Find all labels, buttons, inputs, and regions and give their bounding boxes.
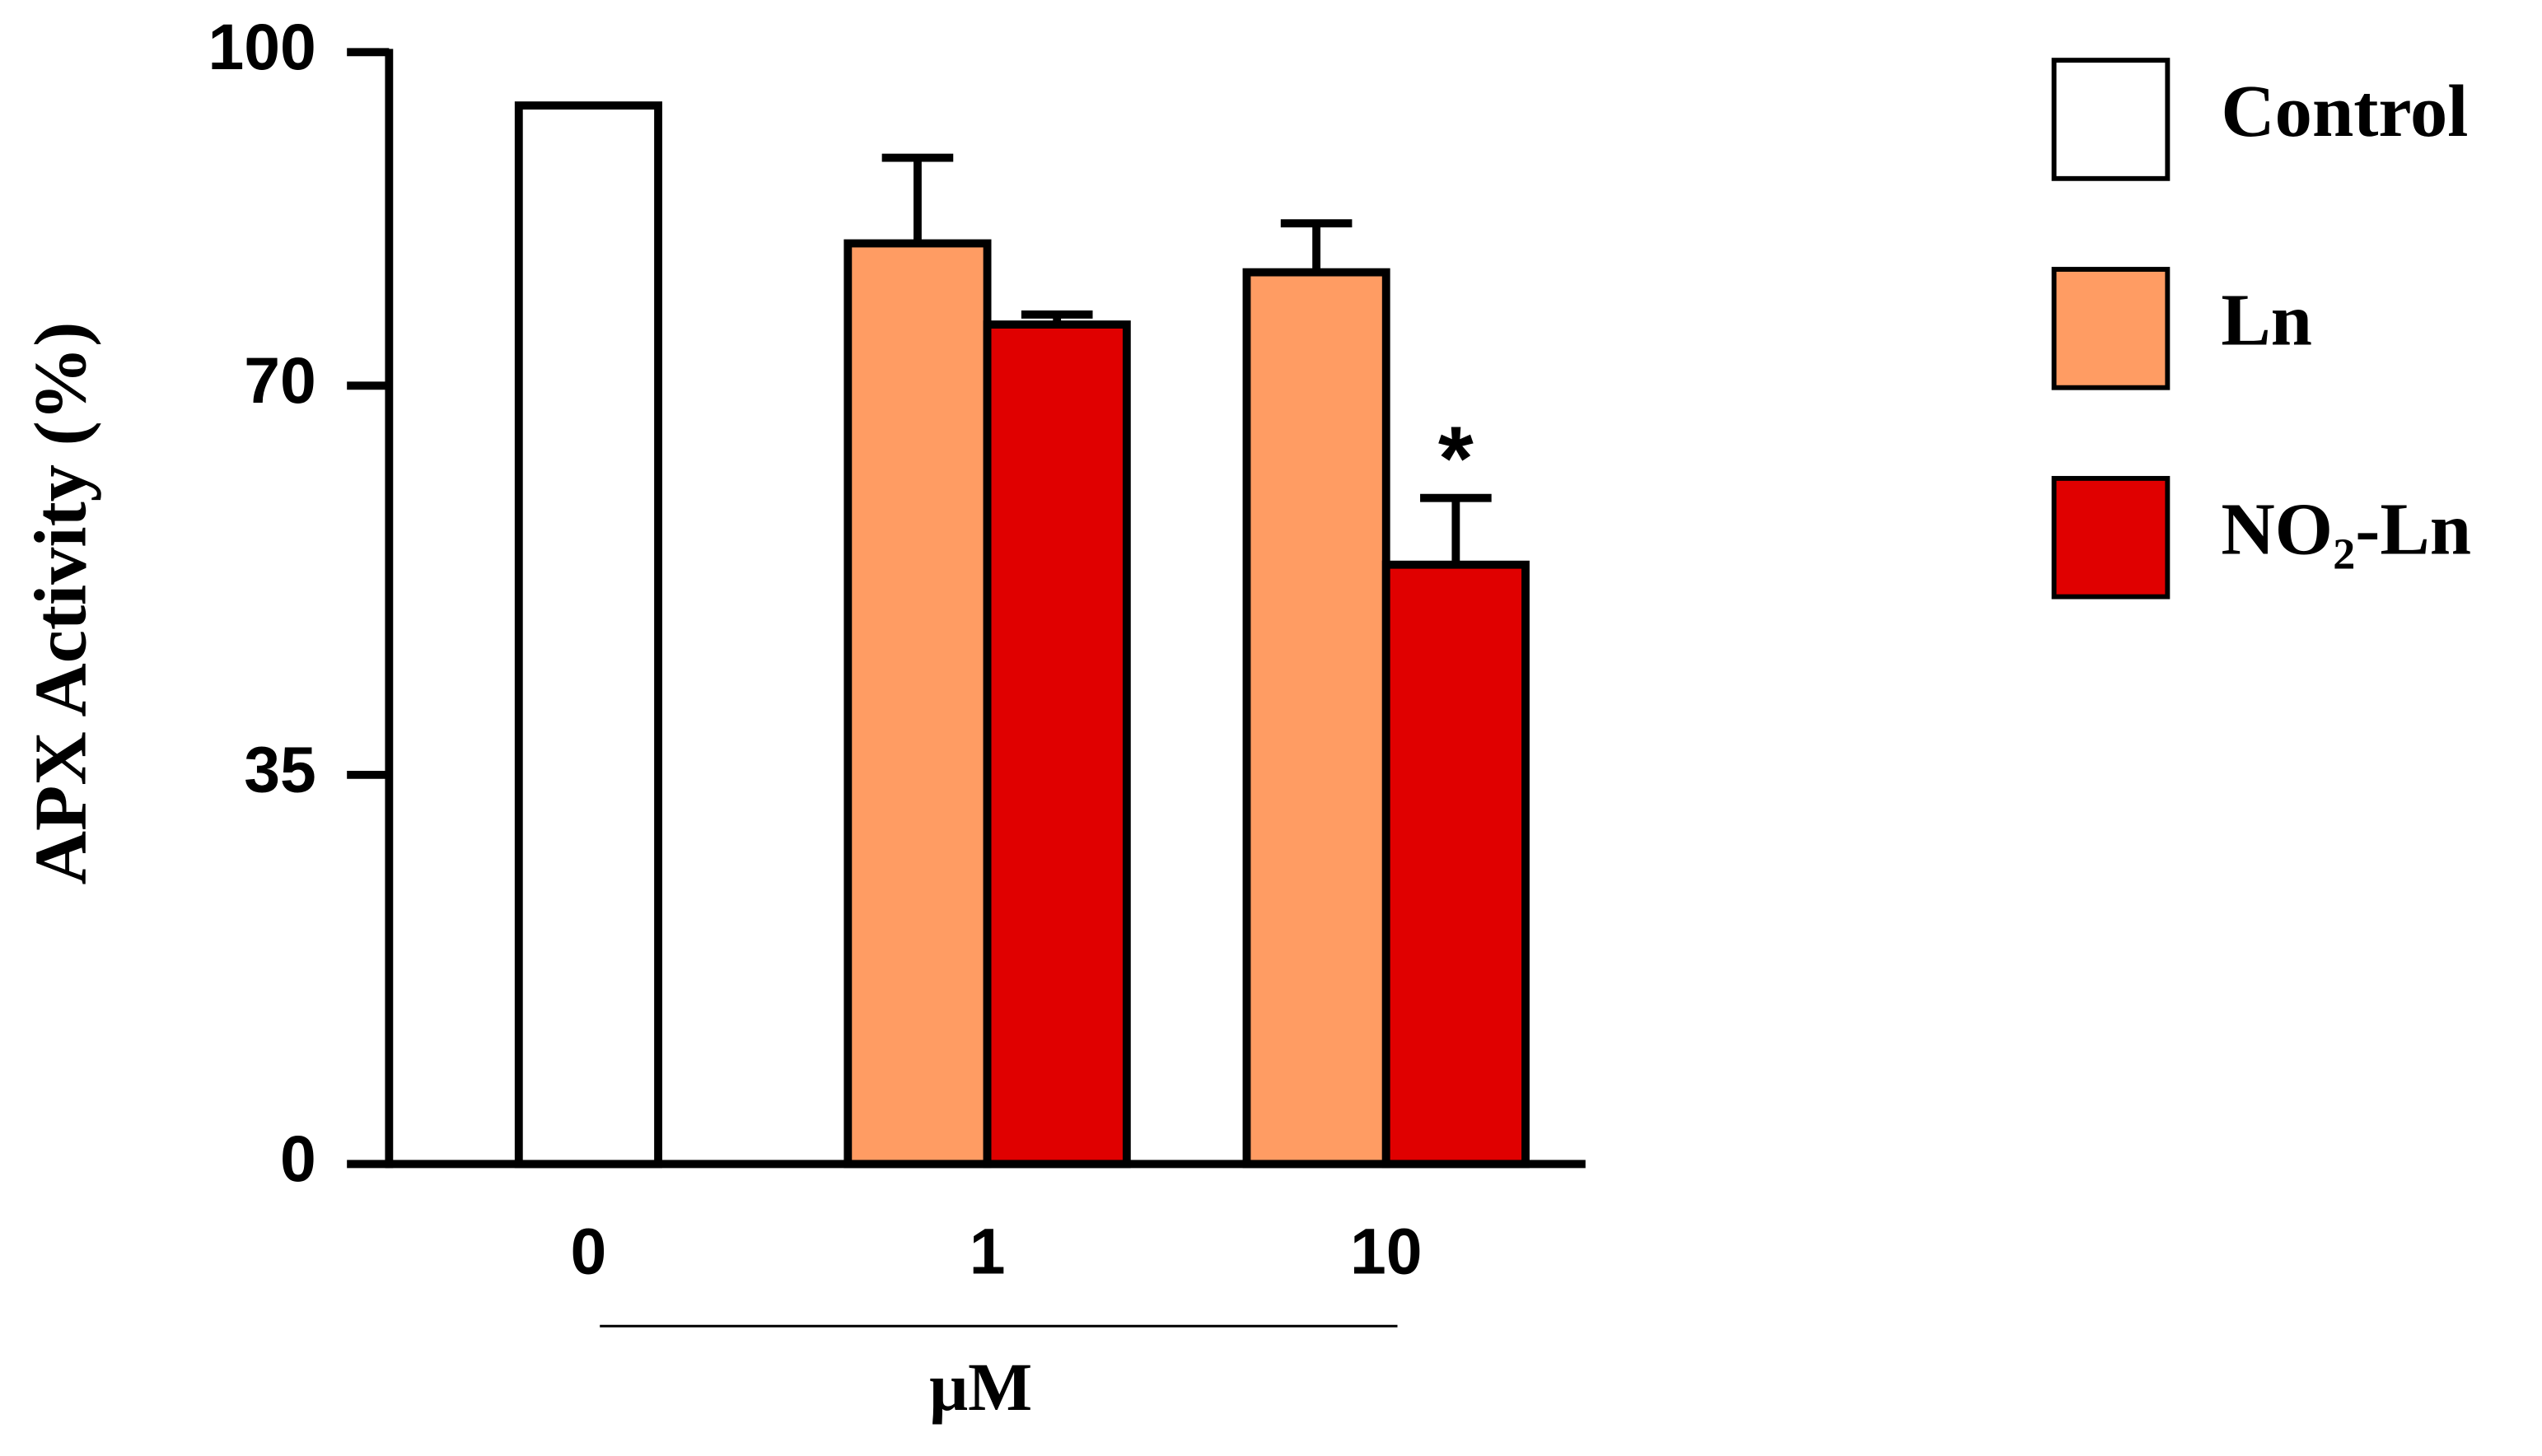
x-tick-label: 0 <box>571 1215 607 1287</box>
legend-swatch <box>2051 267 2171 390</box>
legend-swatch <box>2051 475 2171 600</box>
bar <box>514 101 662 1169</box>
y-tick-label: 70 <box>244 344 316 417</box>
bar <box>1242 268 1390 1169</box>
legend-swatch <box>2051 58 2171 181</box>
legend-label: Ln <box>2221 278 2312 362</box>
bar <box>983 320 1131 1169</box>
bar <box>843 239 992 1169</box>
legend-label: Control <box>2221 69 2468 152</box>
y-tick-label: 35 <box>244 734 316 806</box>
x-tick-label: 1 <box>970 1215 1006 1287</box>
x-axis-label: μM <box>929 1349 1032 1425</box>
bar <box>1381 560 1530 1169</box>
y-tick-label: 0 <box>280 1122 316 1195</box>
x-tick-label: 10 <box>1350 1215 1423 1287</box>
significance-marker: * <box>1438 408 1474 509</box>
y-tick-label: 100 <box>208 11 315 83</box>
legend-label: NO₂-Ln <box>2221 488 2471 571</box>
y-axis-label: APX Activity (%) <box>18 322 101 885</box>
